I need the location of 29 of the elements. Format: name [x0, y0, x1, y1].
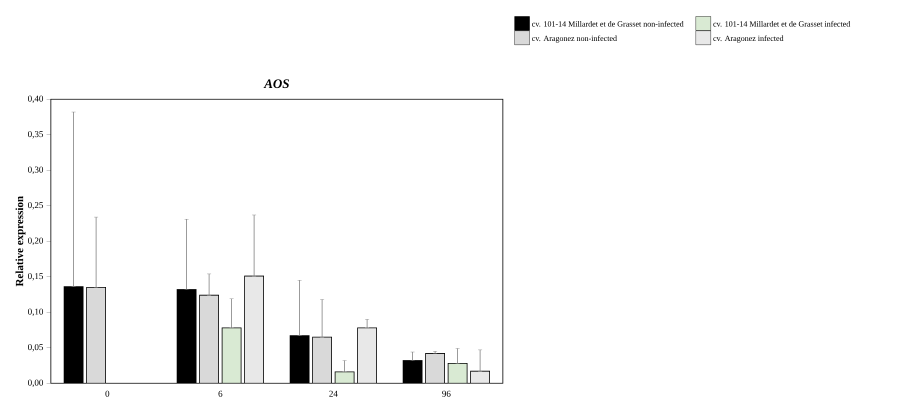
bar: [334, 371, 355, 384]
legend-label: cv. 101-14 Millardet et de Grasset non-infected: [532, 20, 684, 27]
y-tick-label: 0,10: [28, 308, 44, 316]
y-tick-label: 0,35: [28, 131, 44, 138]
legend-label: cv. 101-14 Millardet et de Grasset infected: [713, 20, 850, 27]
x-tick-label: 96: [442, 390, 451, 397]
y-tick-label: 0,15: [28, 273, 44, 280]
legend-label: cv. Aragonez non-infected: [532, 35, 617, 43]
bar: [244, 276, 264, 384]
bar: [222, 327, 242, 384]
bar: [357, 327, 378, 384]
y-tick-label: 0,20: [28, 238, 44, 245]
y-tick-label: 0,05: [28, 344, 44, 352]
bar: [86, 287, 106, 384]
legend-label: cv. Aragonez infected: [713, 35, 784, 43]
bar: [425, 353, 446, 384]
x-tick-label: 24: [329, 390, 338, 397]
y-tick-label: 0,40: [28, 96, 44, 103]
x-tick-label: 0: [105, 390, 110, 397]
y-tick-label: 0,30: [28, 166, 44, 174]
bar: [199, 294, 220, 384]
chart-title: AOS: [264, 79, 289, 88]
bar: [312, 336, 332, 384]
bar: [448, 362, 468, 384]
y-axis-title: Relative expression: [15, 196, 26, 286]
y-tick-label: 0,00: [28, 380, 44, 387]
bar: [470, 370, 490, 384]
x-tick-label: 6: [218, 390, 222, 397]
y-tick-label: 0,25: [28, 202, 44, 210]
